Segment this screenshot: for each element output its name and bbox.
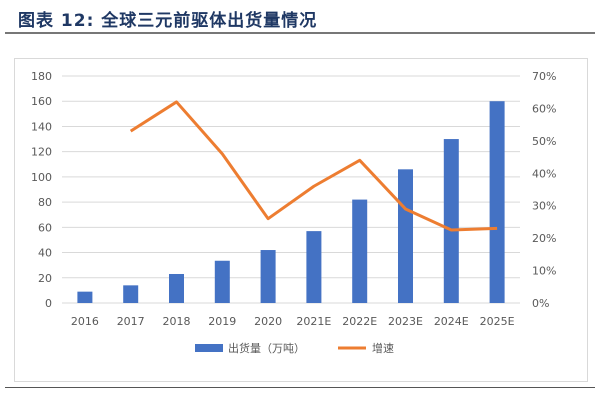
bar (260, 250, 276, 303)
x-tick-label: 2023E (388, 315, 423, 328)
y2-tick-label: 20% (532, 232, 556, 245)
growth-line (129, 100, 498, 232)
x-tick-label: 2025E (480, 315, 515, 328)
y2-tick-label: 50% (532, 135, 556, 148)
y-tick-label: 120 (31, 146, 52, 159)
x-tick-label: 2021E (296, 315, 331, 328)
y2-tick-label: 40% (532, 167, 556, 180)
bar (489, 101, 505, 303)
y-tick-label: 40 (38, 247, 52, 260)
bar (169, 273, 184, 303)
x-tick-label: 2019 (208, 315, 236, 328)
legend-bar-label: 出货量（万吨） (228, 341, 305, 355)
bar (443, 139, 459, 303)
chart-frame (14, 58, 588, 382)
y-tick-label: 20 (38, 272, 52, 285)
legend-bar-swatch (195, 344, 223, 352)
x-tick-label: 2020 (254, 315, 282, 328)
y2-tick-label: 30% (532, 200, 556, 213)
y-tick-label: 180 (31, 70, 52, 83)
x-tick-label: 2018 (163, 315, 191, 328)
bar (352, 199, 368, 303)
legend-line-label: 增速 (372, 341, 394, 355)
y-tick-label: 80 (38, 196, 52, 209)
figure-title: 图表 12: 全球三元前驱体出货量情况 (18, 11, 318, 31)
title-divider (5, 32, 595, 34)
bottom-divider (5, 387, 595, 388)
x-tick-label: 2017 (117, 315, 145, 328)
y2-tick-label: 60% (532, 102, 556, 115)
y2-tick-label: 10% (532, 265, 556, 278)
x-tick-label: 2022E (342, 315, 377, 328)
bar (123, 285, 139, 303)
bar (306, 231, 322, 303)
x-tick-label: 2016 (71, 315, 99, 328)
y-tick-label: 160 (31, 95, 52, 108)
y2-tick-label: 0% (532, 297, 549, 310)
y-tick-label: 60 (38, 221, 52, 234)
bar (77, 291, 93, 303)
x-tick-label: 2024E (434, 315, 469, 328)
y-tick-label: 140 (31, 120, 52, 133)
bar (398, 169, 413, 303)
y2-tick-label: 70% (532, 70, 556, 83)
bar (214, 260, 230, 303)
y-tick-label: 0 (45, 297, 52, 310)
y-tick-label: 100 (31, 171, 52, 184)
